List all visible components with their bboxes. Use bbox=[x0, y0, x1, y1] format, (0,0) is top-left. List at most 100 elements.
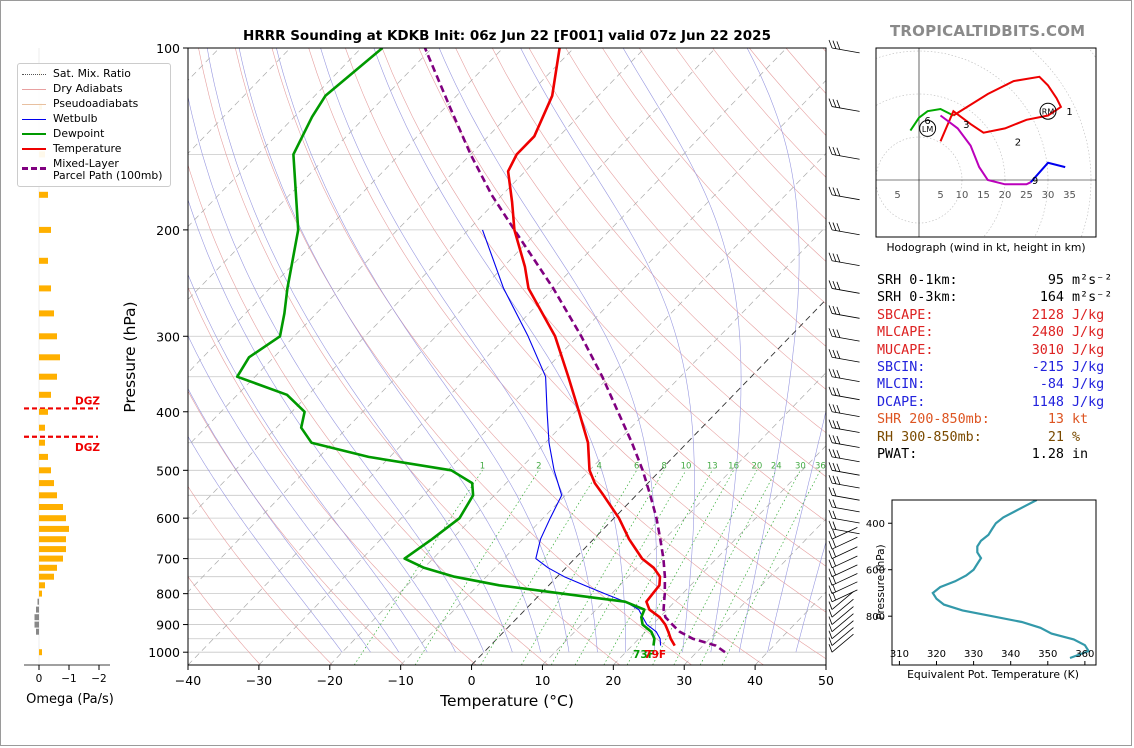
barb-staff bbox=[831, 194, 860, 201]
omega-bar bbox=[39, 480, 54, 487]
barb-feather bbox=[832, 591, 836, 601]
hodograph-panel: 1 2 3 6 9 RM LM 5 5 10 15 20 25 30 35 bbox=[875, 47, 1097, 238]
mixing-ratio-label: 24 bbox=[771, 461, 782, 471]
x-tick-label: 30 bbox=[676, 673, 692, 688]
barb-feather bbox=[828, 474, 833, 484]
barb-feather bbox=[828, 637, 833, 646]
barb-staff bbox=[831, 598, 854, 618]
wind-barb bbox=[828, 536, 858, 550]
barb-feather bbox=[828, 252, 833, 261]
wind-barb bbox=[828, 498, 860, 513]
stat-row: DCAPE: 1148 J/kg bbox=[877, 394, 1112, 411]
wind-barb bbox=[828, 474, 860, 489]
x-axis-label: Temperature (°C) bbox=[439, 692, 574, 710]
theta-e-frame bbox=[891, 499, 1097, 666]
mixing-ratio-label: 10 bbox=[681, 461, 692, 471]
barb-feather bbox=[828, 386, 833, 395]
storm-motion-label: RM bbox=[1042, 108, 1055, 117]
wind-barb bbox=[828, 186, 860, 201]
barb-feather bbox=[828, 577, 833, 586]
hodograph-height-label: 1 bbox=[1066, 107, 1072, 118]
stat-unit: m²s⁻² bbox=[1072, 273, 1113, 288]
x-tick-label: 0 bbox=[468, 673, 476, 688]
barb-feather bbox=[832, 521, 837, 530]
stat-value: 1.28 bbox=[1031, 446, 1064, 462]
hodograph-frame bbox=[875, 47, 1097, 238]
barb-feather bbox=[828, 520, 833, 530]
hodograph-tick-label: 5 bbox=[937, 190, 943, 201]
dry-adiabat-line bbox=[345, 48, 826, 613]
wind-barb bbox=[828, 434, 860, 448]
barb-feather bbox=[836, 420, 841, 430]
isotherm-line bbox=[258, 79, 826, 665]
stat-label: DCAPE: bbox=[877, 394, 926, 410]
wind-barb bbox=[828, 564, 858, 578]
stat-row: SBCAPE: 2128 J/kg bbox=[877, 307, 1112, 324]
pseudoadiabat-line bbox=[206, 48, 513, 653]
stat-unit: J/kg bbox=[1072, 377, 1105, 393]
mixing-ratio-label: 1 bbox=[480, 461, 485, 471]
stat-value: 3010 bbox=[1031, 342, 1064, 358]
omega-bar bbox=[34, 614, 39, 621]
wind-barb bbox=[828, 620, 854, 640]
barb-feather bbox=[836, 388, 841, 397]
x-tick-label: −40 bbox=[175, 673, 201, 688]
omega-tick-label: −1 bbox=[61, 673, 76, 685]
barb-feather bbox=[828, 146, 833, 155]
skewt-profiles bbox=[235, 48, 726, 654]
omega-bar bbox=[39, 536, 66, 543]
hodograph-caption: Hodograph (wind in kt, height in km) bbox=[886, 241, 1085, 254]
isotherm-line bbox=[400, 226, 826, 665]
stat-value: 1148 bbox=[1031, 394, 1064, 410]
barb-feather bbox=[832, 99, 837, 108]
pseudoadiabat-line bbox=[188, 388, 371, 653]
barb-feather bbox=[828, 568, 833, 577]
barb-staff bbox=[831, 229, 860, 236]
wind-barb bbox=[828, 591, 854, 610]
wind-barb bbox=[828, 39, 860, 54]
hodograph-line bbox=[909, 107, 954, 132]
barb-staff bbox=[831, 482, 860, 489]
omega-bar bbox=[39, 310, 54, 317]
mixing-ratio-label: 2 bbox=[536, 461, 541, 471]
omega-bar bbox=[39, 573, 54, 580]
stat-value: 2128 bbox=[1031, 307, 1064, 323]
hodograph-line bbox=[939, 75, 1063, 142]
stat-row: MLCAPE: 2480 J/kg bbox=[877, 324, 1112, 341]
legend-swatch-dry-adiabats bbox=[22, 89, 46, 90]
barb-feather bbox=[836, 99, 841, 109]
stat-label: MLCAPE: bbox=[877, 325, 934, 341]
surface-temperature-label: 79F bbox=[644, 649, 666, 661]
legend: Sat. Mix. Ratio Dry Adiabats Pseudoadiab… bbox=[17, 63, 171, 187]
omega-bar bbox=[39, 373, 57, 380]
mixing-ratio-line bbox=[699, 470, 801, 665]
barb-feather bbox=[828, 585, 833, 594]
dry-adiabat-line bbox=[565, 48, 826, 347]
barb-feather bbox=[832, 305, 837, 315]
pseudoadiabat-line bbox=[795, 540, 826, 653]
barb-feather bbox=[828, 609, 833, 618]
barb-feather bbox=[832, 328, 837, 338]
x-tick-label: 10 bbox=[534, 673, 550, 688]
omega-tick-label: 0 bbox=[36, 673, 43, 685]
dry-adiabat-line bbox=[188, 576, 261, 665]
barb-feather bbox=[832, 539, 836, 548]
isotherm-line bbox=[683, 518, 826, 665]
omega-bar bbox=[39, 525, 69, 532]
barb-feather bbox=[828, 510, 833, 519]
theta-e-x-tick-label: 340 bbox=[1001, 649, 1020, 660]
mixing-ratio-line bbox=[626, 470, 734, 665]
barb-feather bbox=[836, 463, 841, 472]
wind-barb bbox=[828, 386, 860, 401]
barb-feather bbox=[828, 623, 833, 632]
pseudoadiabat-line bbox=[622, 48, 742, 653]
stat-unit: J/kg bbox=[1072, 342, 1105, 358]
omega-bar bbox=[39, 515, 66, 522]
barb-feather bbox=[836, 306, 841, 315]
mixing-ratio-line bbox=[480, 470, 600, 665]
y-tick-label: 600 bbox=[156, 511, 180, 526]
omega-bar bbox=[39, 285, 51, 292]
barb-feather bbox=[832, 253, 837, 262]
barb-staff bbox=[831, 376, 860, 382]
